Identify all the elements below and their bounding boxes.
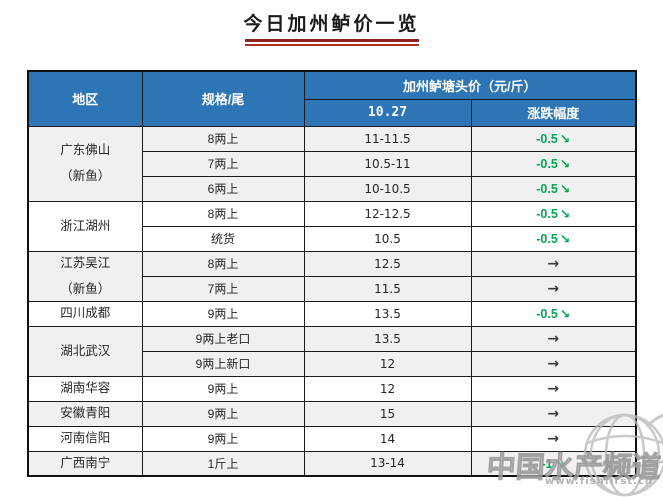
trend-down-icon: ↘ (559, 206, 571, 221)
table-row: 四川成都 9两上 13.5 -0.5 ↘ (27, 300, 637, 327)
spec-cell: 统货 (141, 225, 305, 252)
region-subname: （新鱼） (60, 169, 111, 183)
price-cell: 11.5 (303, 275, 472, 302)
spec-cell: 9两上 (141, 400, 305, 427)
region-cell: 安徽青阳 (27, 400, 143, 427)
trend-down-icon: ↘ (559, 231, 571, 246)
change-cell: -1 ↘ (470, 450, 637, 477)
region-cell: 浙江湖州 (27, 200, 143, 252)
price-cell: 12-12.5 (303, 200, 472, 227)
table-row: 湖北武汉 9两上老口 13.5 → (27, 325, 637, 377)
table-row: 7两上 10.5-11 -0.5 ↘ (28, 150, 637, 177)
spec-cell: 6两上 (141, 175, 305, 202)
change-cell: -0.5 ↘ (470, 175, 637, 202)
change-cell: → (470, 375, 637, 402)
header-date: 10.27 (303, 98, 472, 127)
change-cell: -0.5 ↘ (470, 150, 637, 177)
price-cell: 10.5-11 (303, 150, 472, 177)
change-cell: → (470, 400, 637, 427)
region-cell: 四川成都 (27, 300, 143, 327)
header-spec: 规格/尾 (141, 70, 305, 127)
price-cell: 12 (303, 350, 472, 377)
table-row: 安徽青阳 9两上 15 → (27, 400, 637, 427)
table-row: 浙江湖州 8两上 12-12.5 -0.5 ↘ (27, 200, 637, 252)
change-cell: → (470, 275, 637, 302)
trend-down-icon: ↘ (559, 181, 571, 196)
change-cell: → (470, 425, 637, 452)
table-row: 广西南宁 1斤上 13-14 -1 ↘ (27, 450, 637, 477)
page-title: 今日加州鲈价一览 (243, 14, 420, 35)
title-underline (244, 39, 419, 46)
trend-flat-icon: → (547, 406, 560, 422)
price-cell: 13.5 (303, 325, 472, 352)
price-cell: 10.5 (303, 225, 472, 252)
price-cell: 12.5 (303, 250, 472, 277)
trend-flat-icon: → (547, 256, 560, 272)
table-row: 湖南华容 9两上 12 → (27, 375, 637, 402)
price-cell: 11-11.5 (303, 125, 472, 152)
spec-cell: 8两上 (141, 200, 305, 227)
trend-flat-icon: → (547, 356, 560, 372)
watermark-url: www.fishfirst.cn (545, 476, 654, 487)
region-cell: 湖南华容 (27, 375, 143, 402)
price-cell: 14 (303, 425, 472, 452)
spec-cell: 9两上 (141, 425, 305, 452)
trend-down-icon: ↘ (559, 156, 571, 171)
region-name: 江苏吴江 (60, 255, 111, 270)
table-row: 广东佛山 （新鱼） 8两上 11-11.5 -0.5 ↘ (27, 125, 637, 202)
trend-down-icon: ↘ (559, 131, 571, 146)
region-cell: 江苏吴江 （新鱼） (27, 250, 143, 302)
spec-cell: 7两上 (141, 150, 305, 177)
change-cell: -0.5 ↘ (470, 125, 637, 152)
region-cell: 湖北武汉 (27, 325, 143, 377)
change-cell: → (470, 325, 637, 352)
spec-cell: 8两上 (141, 125, 305, 152)
change-cell: -0.5 ↘ (470, 300, 637, 327)
table-row: 统货 10.5 -0.5 ↘ (28, 225, 637, 252)
table-row: 江苏吴江 （新鱼） 8两上 12.5 → (27, 250, 637, 302)
trend-flat-icon: → (547, 331, 560, 347)
table-row: 6两上 10-10.5 -0.5 ↘ (28, 175, 637, 202)
trend-flat-icon: → (547, 431, 560, 447)
price-cell: 15 (303, 400, 472, 427)
title-block: 今日加州鲈价一览 (0, 9, 663, 46)
price-cell: 10-10.5 (303, 175, 472, 202)
trend-flat-icon: → (547, 281, 560, 297)
price-cell: 13-14 (303, 450, 472, 477)
price-cell: 13.5 (303, 300, 472, 327)
spec-cell: 9两上新口 (141, 350, 305, 377)
spec-cell: 8两上 (141, 250, 305, 277)
header-price-group: 加州鲈塘头价（元/斤） (303, 70, 637, 100)
trend-down-icon: ↘ (554, 455, 566, 471)
spec-cell: 7两上 (141, 275, 305, 302)
spec-cell: 9两上 (141, 375, 305, 402)
region-subname: （新鱼） (60, 281, 111, 296)
price-cell: 12 (303, 375, 472, 402)
change-cell: → (470, 350, 637, 377)
change-cell: -0.5 ↘ (470, 200, 637, 227)
header-change: 涨跌幅度 (470, 98, 637, 127)
table-row: 9两上新口 12 → (28, 350, 637, 377)
trend-flat-icon: → (547, 381, 560, 397)
region-cell: 广西南宁 (27, 450, 143, 477)
spec-cell: 1斤上 (141, 450, 305, 477)
spec-cell: 9两上老口 (141, 325, 305, 352)
change-cell: -0.5 ↘ (470, 225, 637, 252)
region-cell: 广东佛山 （新鱼） (27, 125, 143, 202)
price-table: 地区 规格/尾 加州鲈塘头价（元/斤） 10.27 涨跌幅度 广东佛山 （新鱼）… (27, 70, 637, 477)
region-name: 广东佛山 (60, 143, 111, 157)
header-region: 地区 (27, 70, 143, 127)
change-cell: → (470, 250, 637, 277)
region-cell: 河南信阳 (27, 425, 143, 452)
trend-down-icon: ↘ (559, 306, 571, 321)
table-row: 河南信阳 9两上 14 → (27, 425, 637, 452)
spec-cell: 9两上 (141, 300, 305, 327)
